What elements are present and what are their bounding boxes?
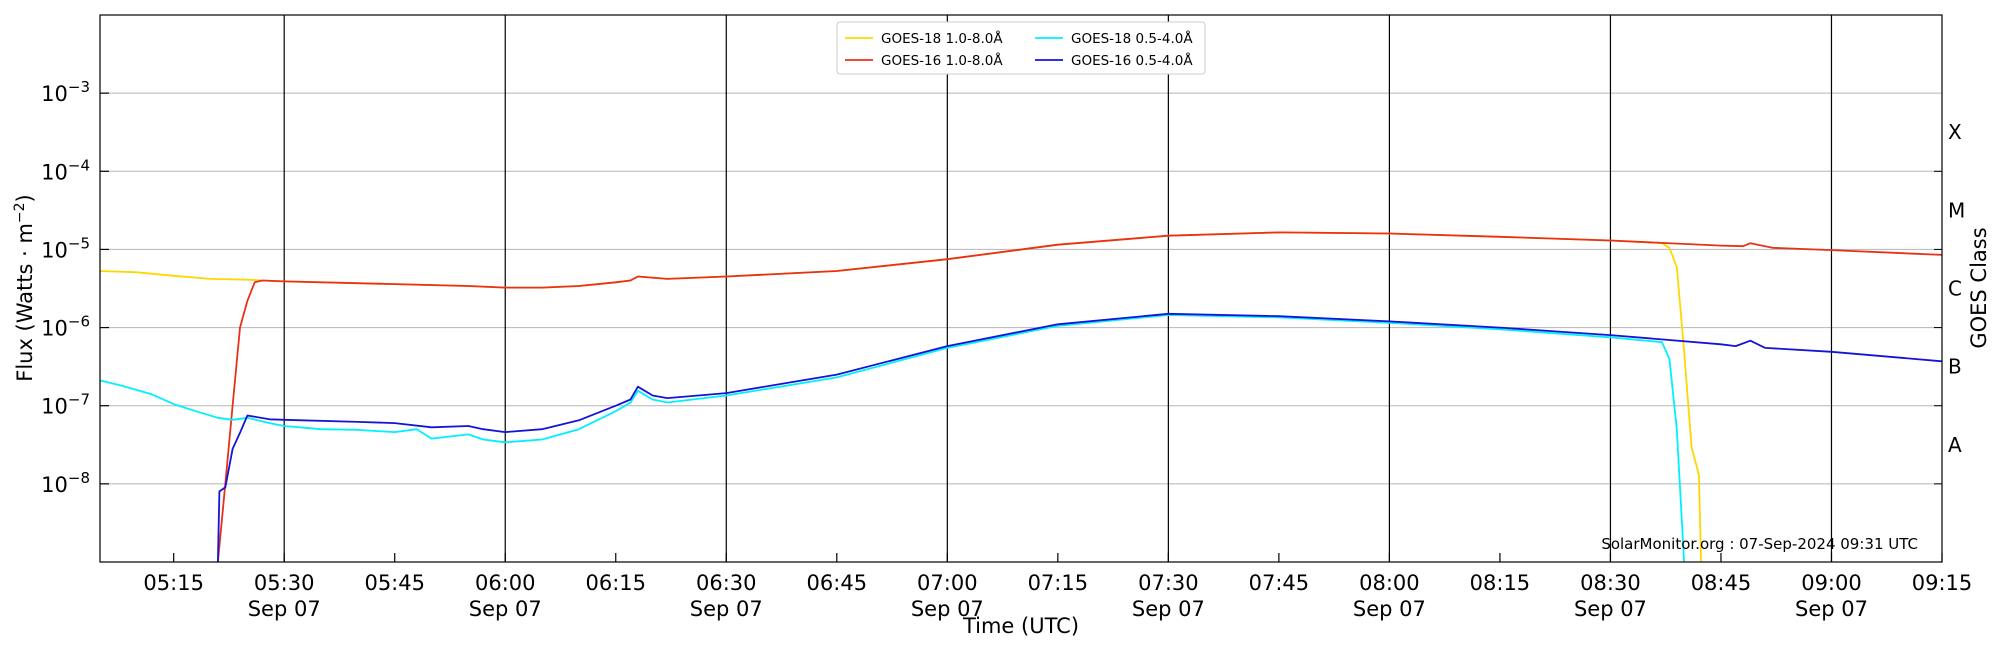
goes-class-label: B — [1948, 355, 1962, 379]
series-line-goes-18-1-0-8-0 — [100, 231, 1702, 562]
x-tick-label: 09:00 — [1801, 571, 1862, 595]
legend-label: GOES-16 1.0-8.0Å — [881, 52, 1003, 69]
x-tick-date-label: Sep 07 — [690, 597, 763, 621]
y-tick-label: 10−4 — [41, 156, 90, 184]
goes-class-label: M — [1948, 198, 1965, 222]
x-tick-label: 05:45 — [364, 571, 425, 595]
x-tick-date-label: Sep 07 — [1795, 597, 1868, 621]
y-tick-label: 10−8 — [41, 469, 90, 497]
goes-class-label: C — [1948, 277, 1962, 301]
y-tick-label: 10−5 — [41, 234, 90, 262]
x-tick-label: 06:00 — [475, 571, 536, 595]
legend-label: GOES-18 0.5-4.0Å — [1071, 30, 1193, 47]
series-line-goes-16-0-5-4-0 — [217, 312, 1942, 562]
series-line-goes-18-0-5-4-0 — [100, 314, 1685, 562]
x-tick-label: 06:45 — [807, 571, 868, 595]
x-tick-label: 06:30 — [696, 571, 757, 595]
x-tick-label: 05:15 — [143, 571, 204, 595]
series-line-goes-16-1-0-8-0 — [217, 231, 1942, 562]
x-tick-label: 08:45 — [1691, 571, 1752, 595]
x-tick-label: 09:15 — [1912, 571, 1973, 595]
watermark: SolarMonitor.org : 07-Sep-2024 09:31 UTC — [1601, 535, 1918, 553]
x-tick-date-label: Sep 07 — [469, 597, 542, 621]
legend-label: GOES-16 0.5-4.0Å — [1071, 52, 1193, 69]
legend-box — [836, 21, 1206, 75]
x-tick-date-label: Sep 07 — [1574, 597, 1647, 621]
x-tick-label: 08:00 — [1359, 571, 1420, 595]
x-tick-label: 06:15 — [585, 571, 646, 595]
y-tick-label: 10−3 — [41, 78, 90, 106]
x-tick-label: 08:15 — [1470, 571, 1531, 595]
y-tick-label: 10−7 — [41, 391, 90, 419]
x-tick-label: 07:30 — [1138, 571, 1199, 595]
y-tick-label: 10−6 — [41, 313, 90, 341]
x-tick-label: 07:00 — [917, 571, 978, 595]
x-tick-date-label: Sep 07 — [911, 597, 984, 621]
x-tick-label: 08:30 — [1580, 571, 1641, 595]
plot-frame — [99, 14, 1943, 563]
legend-label: GOES-18 1.0-8.0Å — [881, 30, 1003, 47]
x-tick-date-label: Sep 07 — [1132, 597, 1205, 621]
grid-layer — [100, 92, 1942, 485]
y-axis-label: Flux (Watts · m−2) — [12, 194, 37, 382]
x-axis-label: Time (UTC) — [962, 614, 1079, 638]
goes-class-label: A — [1948, 433, 1962, 457]
series-layer — [100, 231, 1942, 562]
goes-class-axis-label: GOES Class — [1967, 227, 1991, 348]
x-tick-date-label: Sep 07 — [1353, 597, 1426, 621]
goes-class-label: X — [1948, 120, 1962, 144]
x-tick-date-label: Sep 07 — [248, 597, 321, 621]
x-tick-label: 07:15 — [1028, 571, 1089, 595]
legend: GOES-18 1.0-8.0Å GOES-18 0.5-4.0Å GOES-16 … — [836, 21, 1206, 75]
x-tick-label: 07:45 — [1249, 571, 1310, 595]
x-tick-label: 05:30 — [254, 571, 315, 595]
vertical-hour-lines — [283, 15, 1833, 562]
